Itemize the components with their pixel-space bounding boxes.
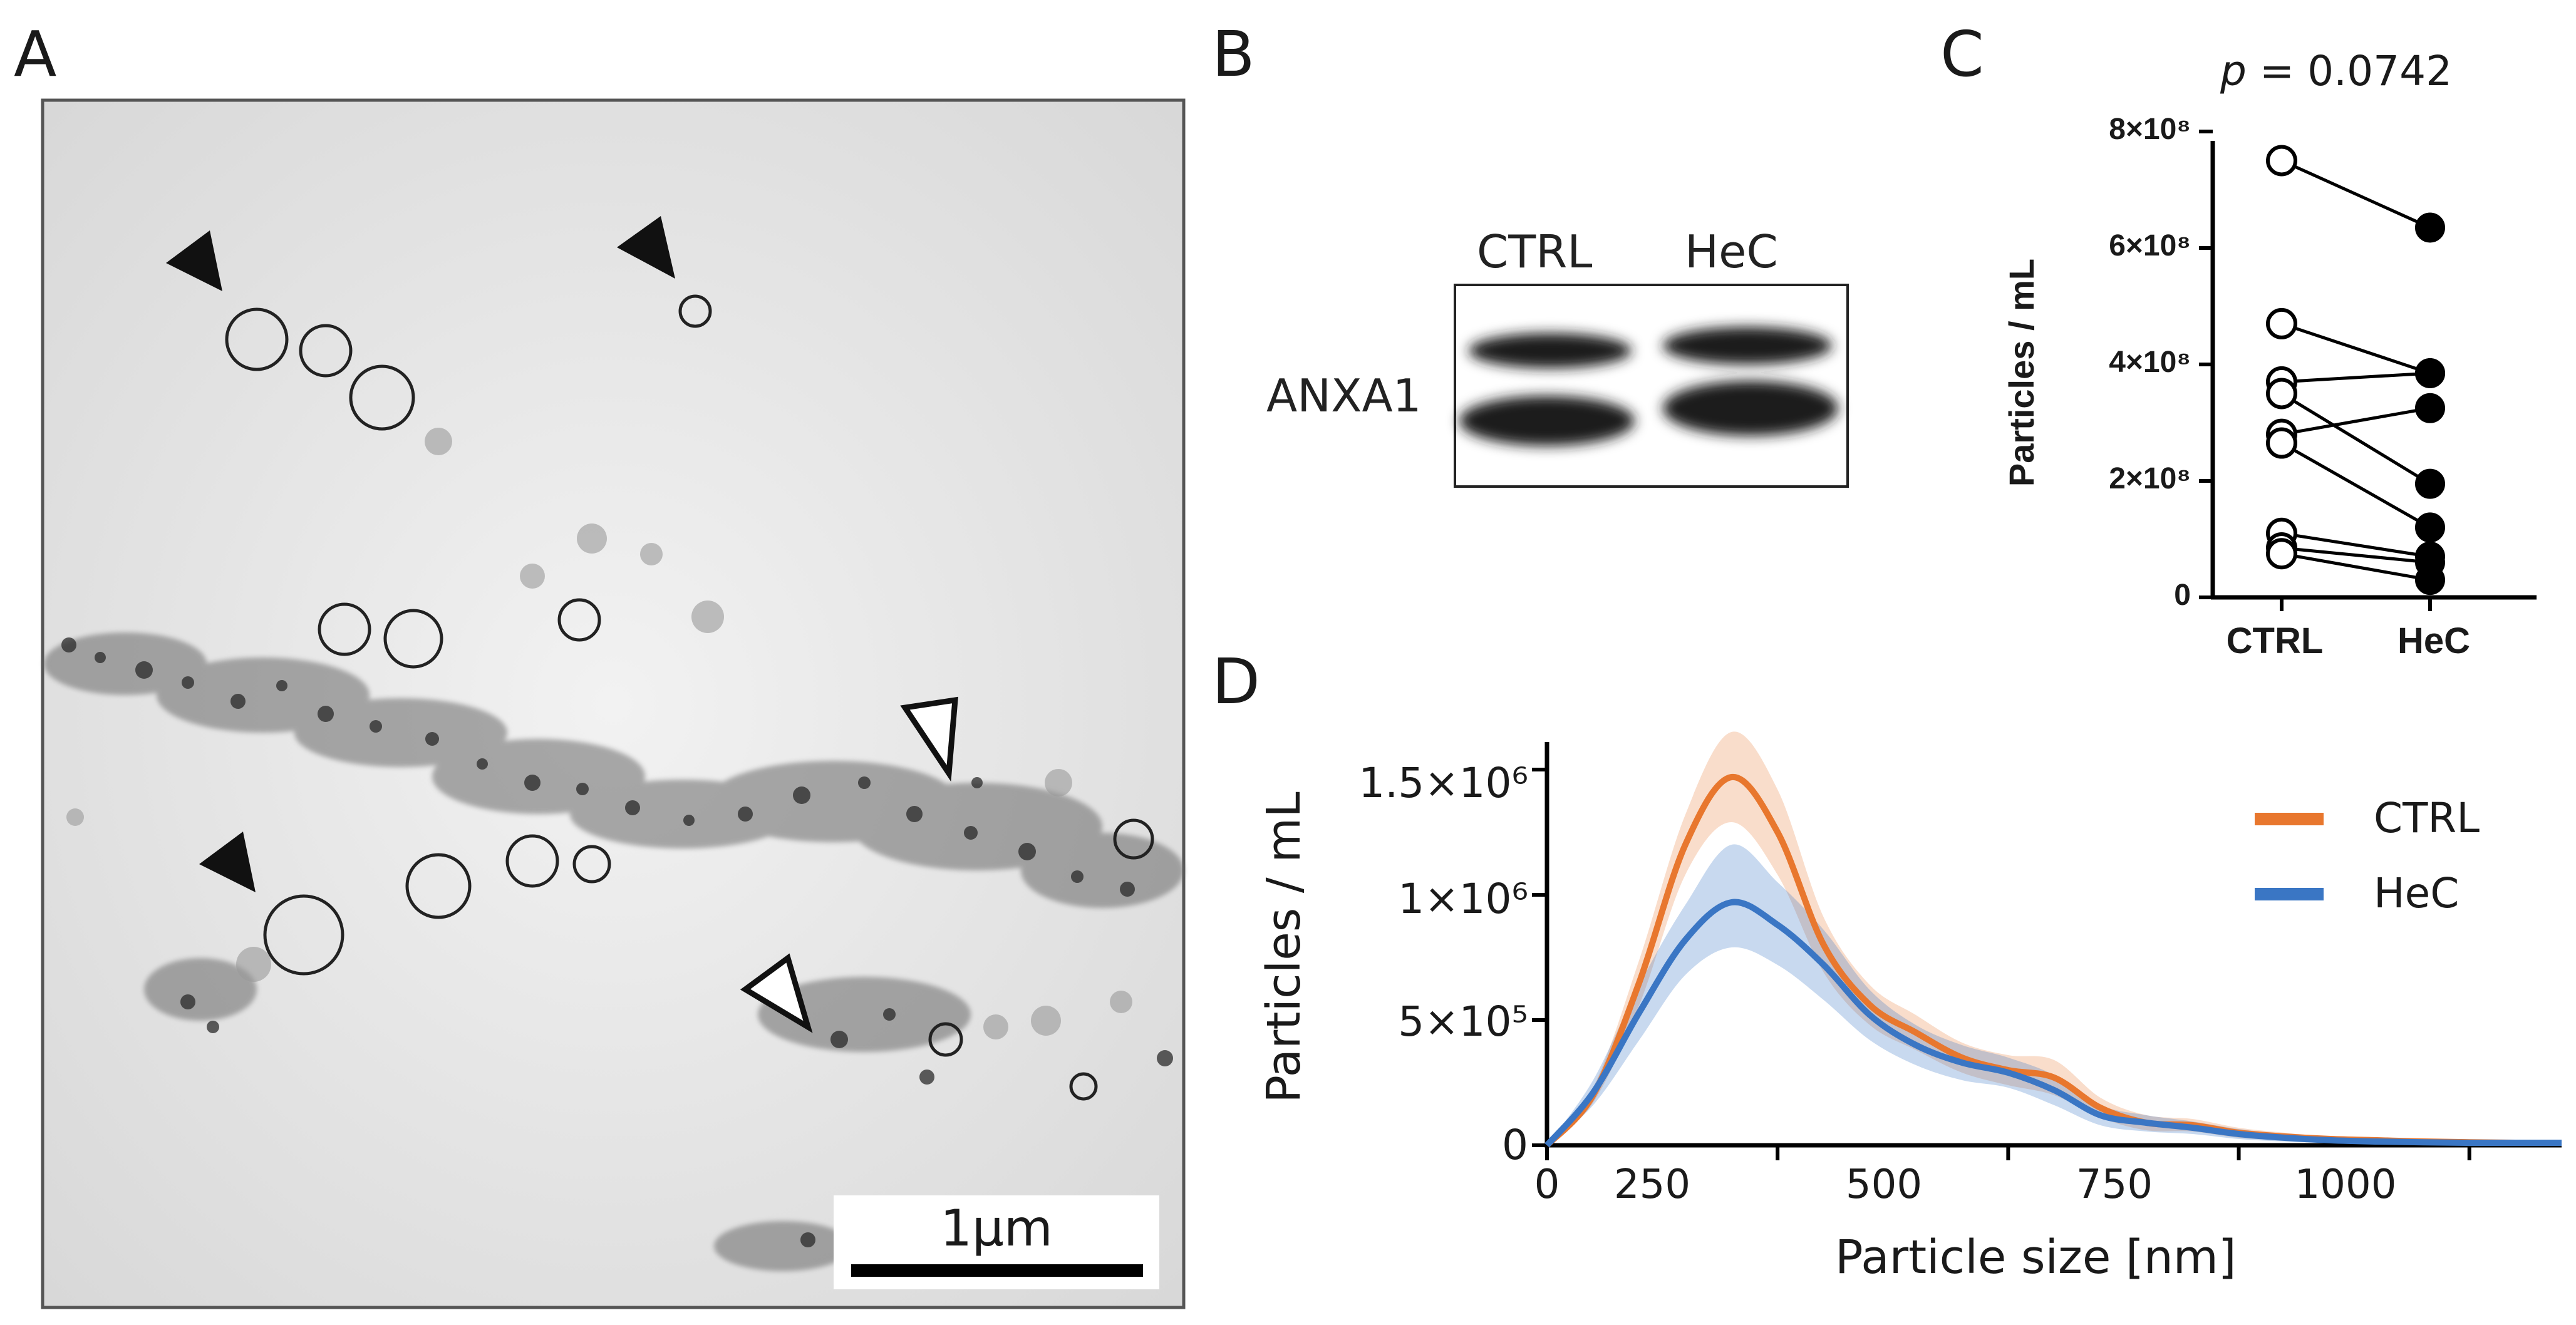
ctrl-point [2266,427,2297,459]
open-arrowhead-icon [900,696,958,782]
panel-d-chart [1532,731,2562,1160]
pair-line [2281,322,2431,375]
legend-label-hec: HeC [2374,869,2460,917]
c-y-tick-label: 4×10⁸ [2109,346,2191,379]
hec-point [2415,212,2445,243]
legend-label-ctrl: CTRL [2374,794,2480,842]
legend-swatch-hec [2255,888,2324,900]
ctrl-point [2266,145,2297,177]
filled-arrowhead-icon [199,832,256,892]
panel-letter-b: B [1212,18,1255,91]
d-x-axis-label: Particle size [nm] [1835,1230,2237,1284]
hec-series-line [1544,899,2562,1148]
d-x-tick-label: 750 [2076,1162,2153,1208]
panel-letter-d: D [1212,645,1261,718]
d-x-tick-label: 250 [1613,1162,1691,1208]
pair-line [2281,546,2431,564]
filled-arrowhead-icon [166,230,222,291]
panel-letter-a: A [14,18,57,91]
scale-bar-line [851,1264,1143,1277]
hec-point [2415,468,2445,499]
d-x-tick-label: 1000 [2294,1162,2397,1208]
c-y-tick-label: 2×10⁸ [2109,462,2191,495]
filled-arrowhead-icon [617,216,675,279]
d-x-tick-label: 0 [1534,1162,1560,1208]
c-p-symbol: p [2220,47,2247,95]
ctrl-point [2266,307,2297,339]
blot-row-label: ANXA1 [1266,369,1422,422]
hec-confidence-band [1547,844,2562,1145]
open-arrowhead-icon [740,953,813,1033]
pair-line [2281,406,2431,436]
d-y-tick-label: 5×10⁵ [1398,998,1528,1046]
c-y-axis-label: Particles / mL [2002,258,2041,487]
hec-point [2415,565,2445,595]
d-y-tick-label: 1×10⁶ [1398,875,1528,923]
legend-swatch-ctrl [2255,813,2324,825]
c-y-tick-label: 0 [2174,579,2191,612]
ctrl-point [2266,378,2297,410]
hec-point [2415,512,2445,543]
panel-letter-c: C [1940,18,1984,91]
d-y-axis-label: Particles / mL [1257,791,1311,1103]
blot-image [1454,284,1849,488]
hec-point [2415,393,2445,423]
pair-line [2280,392,2431,485]
blot-lane-label-hec: HeC [1685,225,1778,278]
pair-line [2281,532,2431,559]
c-p-number: = 0.0742 [2246,47,2453,95]
d-y-tick-label: 0 [1502,1121,1528,1169]
pair-line [2280,441,2431,529]
pair-line [2281,552,2431,582]
c-p-value: p = 0.0742 [2220,47,2452,95]
d-y-tick-label: 1.5×10⁶ [1358,759,1528,807]
c-y-tick-label: 6×10⁸ [2109,229,2191,262]
blot-lane-label-ctrl: CTRL [1477,225,1593,278]
c-y-tick-label: 8×10⁸ [2109,113,2191,146]
micrograph-image [41,98,1186,1309]
scale-bar-label: 1µm [940,1199,1053,1257]
ctrl-confidence-band [1547,731,2562,1145]
scale-bar: 1µm [834,1195,1159,1289]
hec-point [2415,358,2445,388]
d-x-tick-label: 500 [1845,1162,1923,1208]
pair-line [2281,371,2431,384]
c-x-category-ctrl: CTRL [2226,621,2324,661]
pair-line [2280,159,2431,229]
ctrl-point [2266,538,2297,570]
panel-c-chart [2199,130,2537,611]
c-x-category-hec: HeC [2397,621,2471,661]
